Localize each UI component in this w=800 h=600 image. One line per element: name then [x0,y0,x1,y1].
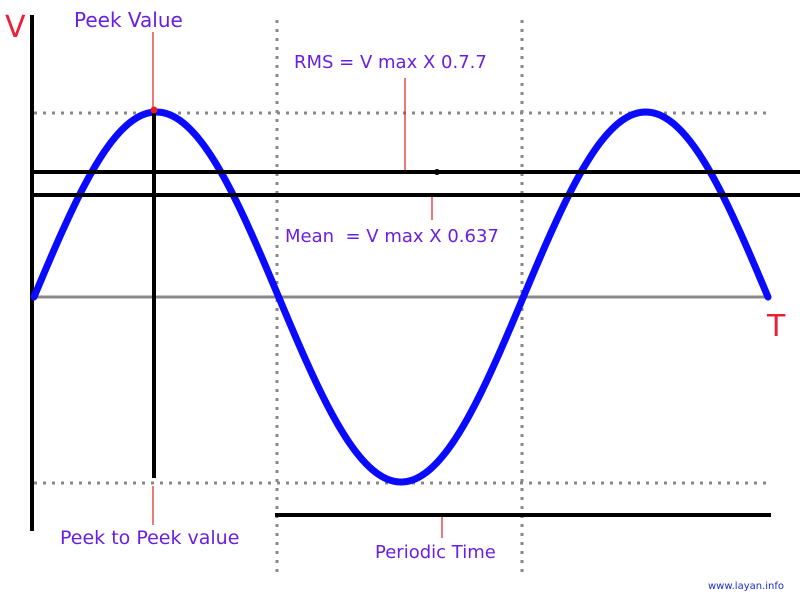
x-axis-label: T [766,309,786,344]
peak-to-peak-label: Peek to Peek value [60,527,239,549]
peak-value-label: Peek Value [74,8,183,32]
rms-label: RMS = V max X 0.7.7 [294,52,487,73]
mean-label: Mean = V max X 0.637 [285,226,499,247]
periodic-time-label: Periodic Time [375,542,496,563]
peak-marker [151,107,158,114]
watermark: www.layan.info [708,581,784,592]
y-axis-label: V [5,10,26,45]
rms-line-dot [434,169,440,175]
